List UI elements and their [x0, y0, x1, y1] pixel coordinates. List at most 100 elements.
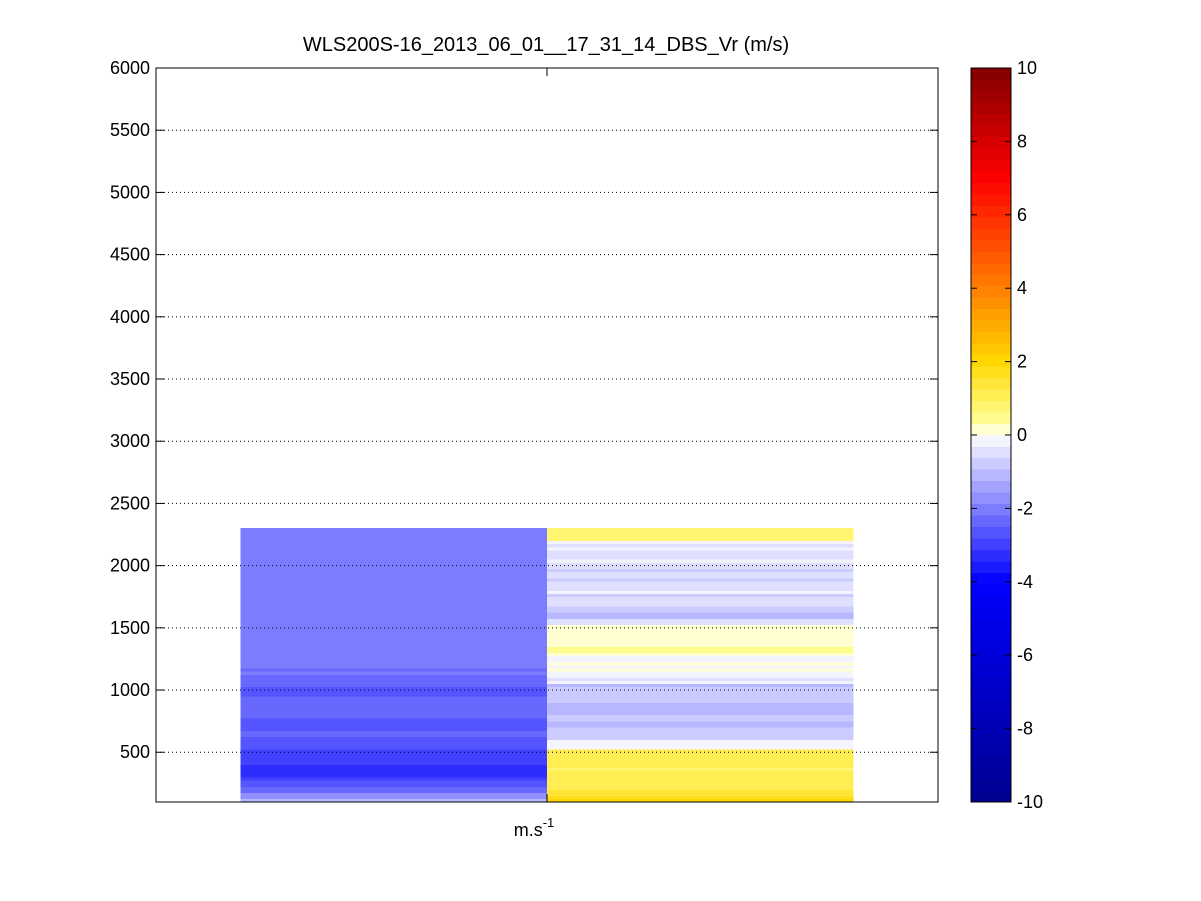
y-tick-label: 5000: [110, 182, 150, 202]
heatmap-cell: [547, 680, 854, 685]
y-tick-label: 3000: [110, 431, 150, 451]
heatmap-cell: [240, 615, 547, 619]
heatmap-cell: [547, 705, 854, 709]
colorbar: [971, 67, 1011, 803]
colorbar-swatch: [971, 79, 1011, 92]
chart-title: WLS200S-16_2013_06_01__17_31_14_DBS_Vr (…: [303, 34, 789, 56]
heatmap-cell: [547, 528, 854, 532]
heatmap-cell: [547, 667, 854, 672]
y-tick-label: 4000: [110, 307, 150, 327]
heatmap-cell: [547, 767, 854, 772]
heatmap-cell: [547, 537, 854, 542]
heatmap-cell: [240, 639, 547, 644]
y-tick-label: 4500: [110, 245, 150, 265]
heatmap-cell: [240, 730, 547, 734]
heatmap-cell: [547, 543, 854, 548]
colorbar-swatch: [971, 285, 1011, 298]
colorbar-tick-label: -8: [1017, 719, 1033, 739]
heatmap-cell: [547, 776, 854, 781]
colorbar-swatch: [971, 503, 1011, 516]
heatmap-cell: [240, 674, 547, 678]
heatmap-cell: [547, 633, 854, 638]
colorbar-swatch: [971, 423, 1011, 436]
colorbar-swatch: [971, 549, 1011, 562]
colorbar-swatch: [971, 790, 1011, 803]
heatmap-cell: [547, 798, 854, 803]
heatmap-cell: [547, 689, 854, 694]
heatmap-cell: [240, 583, 547, 588]
heatmap-cell: [547, 677, 854, 681]
heatmap-cell: [240, 776, 547, 781]
colorbar-swatch: [971, 652, 1011, 665]
heatmap-cell: [240, 745, 547, 750]
heatmap-cell: [240, 590, 547, 594]
heatmap-cell: [547, 720, 854, 725]
heatmap-cell: [547, 792, 854, 797]
heatmap-cell: [240, 699, 547, 703]
heatmap-cell: [547, 643, 854, 647]
heatmap-cell: [240, 792, 547, 797]
heatmap-cell: [547, 611, 854, 616]
heatmap-cell: [240, 720, 547, 725]
heatmap-cell: [240, 534, 547, 538]
heatmap-cell: [240, 658, 547, 663]
heatmap-cell: [547, 764, 854, 769]
heatmap-cell: [240, 767, 547, 772]
heatmap-cell: [240, 599, 547, 604]
heatmap-cell: [547, 748, 854, 753]
heatmap-cell: [240, 680, 547, 685]
heatmap-cell: [240, 593, 547, 598]
heatmap-cell: [547, 708, 854, 713]
heatmap-cell: [547, 695, 854, 700]
colorbar-swatch: [971, 664, 1011, 677]
heatmap-cell: [547, 723, 854, 728]
heatmap-cell: [240, 686, 547, 691]
heatmap-cell: [547, 565, 854, 570]
heatmap-cell: [240, 611, 547, 616]
colorbar-tick-label: -10: [1017, 792, 1043, 812]
heatmap-cell: [240, 624, 547, 629]
heatmap-cell: [240, 608, 547, 613]
heatmap-cell: [240, 714, 547, 719]
colorbar-swatch: [971, 170, 1011, 183]
heatmap-cell: [240, 602, 547, 607]
heatmap-cell: [240, 695, 547, 700]
heatmap-cell: [547, 562, 854, 566]
heatmap-cell: [240, 633, 547, 638]
colorbar-swatch: [971, 744, 1011, 757]
heatmap-cell: [240, 568, 547, 573]
heatmap-cell: [240, 683, 547, 688]
heatmap-cell: [240, 717, 547, 722]
colorbar-swatch: [971, 193, 1011, 206]
heatmap-cell: [547, 733, 854, 737]
colorbar-tick-label: -4: [1017, 572, 1033, 592]
heatmap-cell: [240, 770, 547, 775]
colorbar-swatch: [971, 457, 1011, 470]
heatmap-cell: [240, 605, 547, 610]
heatmap-cell: [547, 574, 854, 579]
heatmap-cell: [547, 758, 854, 762]
colorbar-swatch: [971, 228, 1011, 241]
heatmap-cell: [547, 549, 854, 554]
heatmap-cell: [547, 664, 854, 669]
heatmap-cell: [547, 761, 854, 765]
heatmap-cell: [547, 699, 854, 703]
heatmap-cell: [240, 655, 547, 660]
heatmap-cell: [240, 596, 547, 601]
heatmap-cell: [240, 779, 547, 784]
heatmap-cell: [240, 667, 547, 672]
heatmap-cell: [240, 742, 547, 747]
heatmap-cell: [240, 764, 547, 769]
heatmap-cell: [240, 773, 547, 778]
colorbar-swatch: [971, 342, 1011, 356]
heatmap-cell: [240, 661, 547, 666]
colorbar-tick-label: -6: [1017, 645, 1033, 665]
colorbar-swatch: [971, 159, 1011, 172]
heatmap-cell: [240, 646, 547, 650]
heatmap-cell: [547, 587, 854, 591]
heatmap-cell: [547, 546, 854, 551]
colorbar-swatch: [971, 102, 1011, 115]
heatmap-cell: [240, 577, 547, 582]
heatmap-cell: [547, 531, 854, 535]
